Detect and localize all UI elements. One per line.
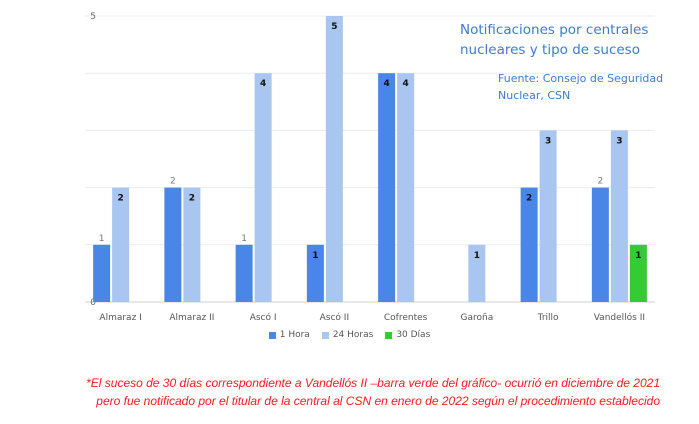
legend-label-30-dias: 30 Días: [396, 330, 431, 340]
bar: [183, 187, 201, 302]
x-tick-label: Cofrentes: [384, 313, 428, 323]
legend-swatch-30-dias: [385, 331, 393, 339]
footnote: *El suceso de 30 días correspondiente a …: [20, 374, 660, 410]
data-label: 1: [474, 251, 480, 261]
x-tick-label: Ascó II: [320, 312, 349, 323]
legend-item-1-hora: 1 Hora: [268, 330, 310, 340]
bar: [235, 244, 253, 302]
data-label: 2: [189, 194, 195, 204]
data-label: 2: [170, 177, 176, 187]
data-label: 2: [526, 194, 532, 204]
bar: [591, 187, 609, 302]
y-tick-label: 0: [90, 298, 96, 308]
bar: [610, 130, 628, 302]
footnote-line-2: pero fue notificado por el titular de la…: [96, 394, 660, 408]
bar: [325, 16, 343, 302]
x-tick-label: Trillo: [537, 313, 559, 323]
bar: [520, 187, 538, 302]
y-tick-label: 5: [90, 12, 96, 22]
x-tick-label: Vandellós II: [594, 312, 645, 323]
bar: [539, 130, 557, 302]
data-label: 1: [635, 251, 641, 261]
data-label: 4: [260, 79, 266, 89]
bar: [378, 73, 396, 302]
bar: [629, 244, 647, 302]
bar: [468, 244, 486, 302]
chart-legend: 1 Hora 24 Horas 30 Días: [0, 330, 699, 340]
chart-source: Fuente: Consejo de Seguridad Nuclear, CS…: [498, 72, 664, 102]
data-label: 3: [545, 136, 551, 146]
bar: [164, 187, 182, 302]
data-label: 1: [312, 251, 318, 261]
legend-item-24-horas: 24 Horas: [321, 330, 374, 340]
x-tick-label: Garoña: [461, 313, 494, 323]
legend-label-1-hora: 1 Hora: [279, 330, 310, 340]
legend-label-24-horas: 24 Horas: [332, 330, 374, 340]
data-label: 4: [402, 79, 408, 89]
chart-title: Notificaciones por centrales nucleares y…: [460, 22, 649, 58]
data-label: 2: [117, 194, 123, 204]
bar-chart: 0 5 1 2 Almaraz I 2 2 Almaraz II 1 4 Ascó I 1 5 Ascó …: [85, 12, 655, 323]
legend-swatch-24-horas: [321, 331, 329, 339]
legend-swatch-1-hora: [268, 331, 276, 339]
data-label: 5: [331, 22, 337, 32]
data-label: 3: [616, 136, 622, 146]
x-tick-label: Ascó I: [250, 312, 277, 323]
legend-item-30-dias: 30 Días: [385, 330, 430, 340]
data-label: 4: [383, 79, 389, 89]
data-label: 2: [598, 177, 604, 187]
footnote-line-1: *El suceso de 30 días correspondiente a …: [86, 376, 660, 390]
bar: [306, 244, 324, 302]
data-label: 1: [99, 234, 105, 244]
data-label: 1: [241, 234, 247, 244]
bar: [397, 73, 415, 302]
x-tick-label: Almaraz I: [99, 313, 141, 323]
x-tick-label: Almaraz II: [169, 313, 214, 323]
bar: [254, 73, 272, 302]
bar: [112, 187, 130, 302]
bar: [93, 244, 111, 302]
